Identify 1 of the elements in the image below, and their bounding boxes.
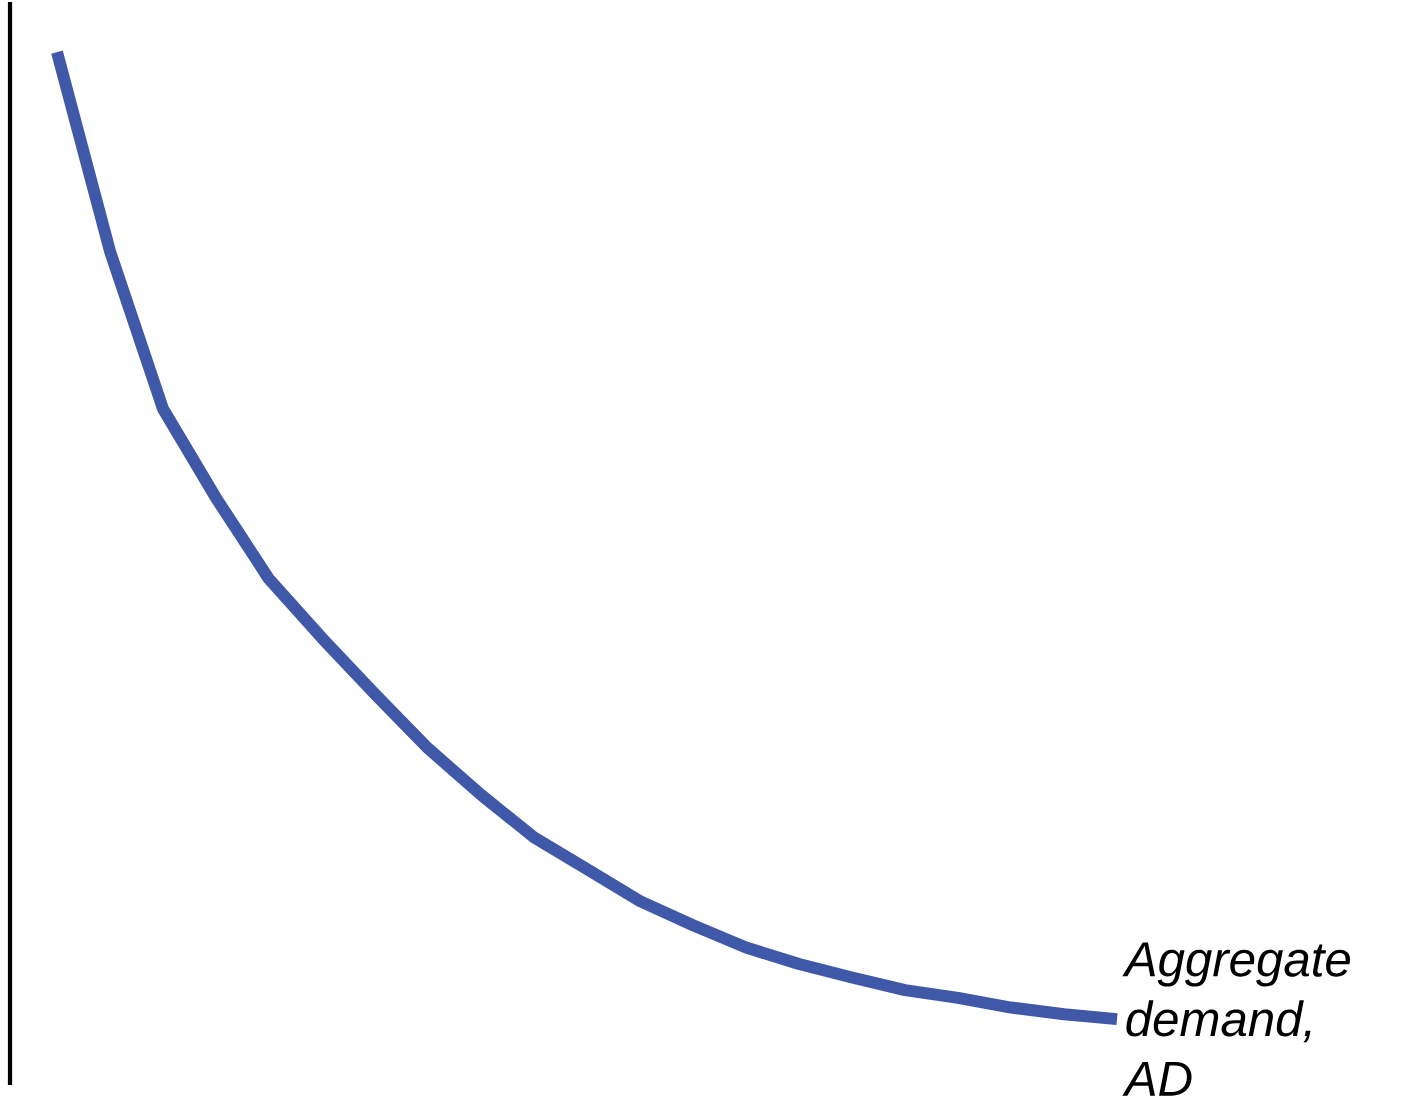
series-label: Aggregate demand, AD [1122, 942, 1350, 1096]
